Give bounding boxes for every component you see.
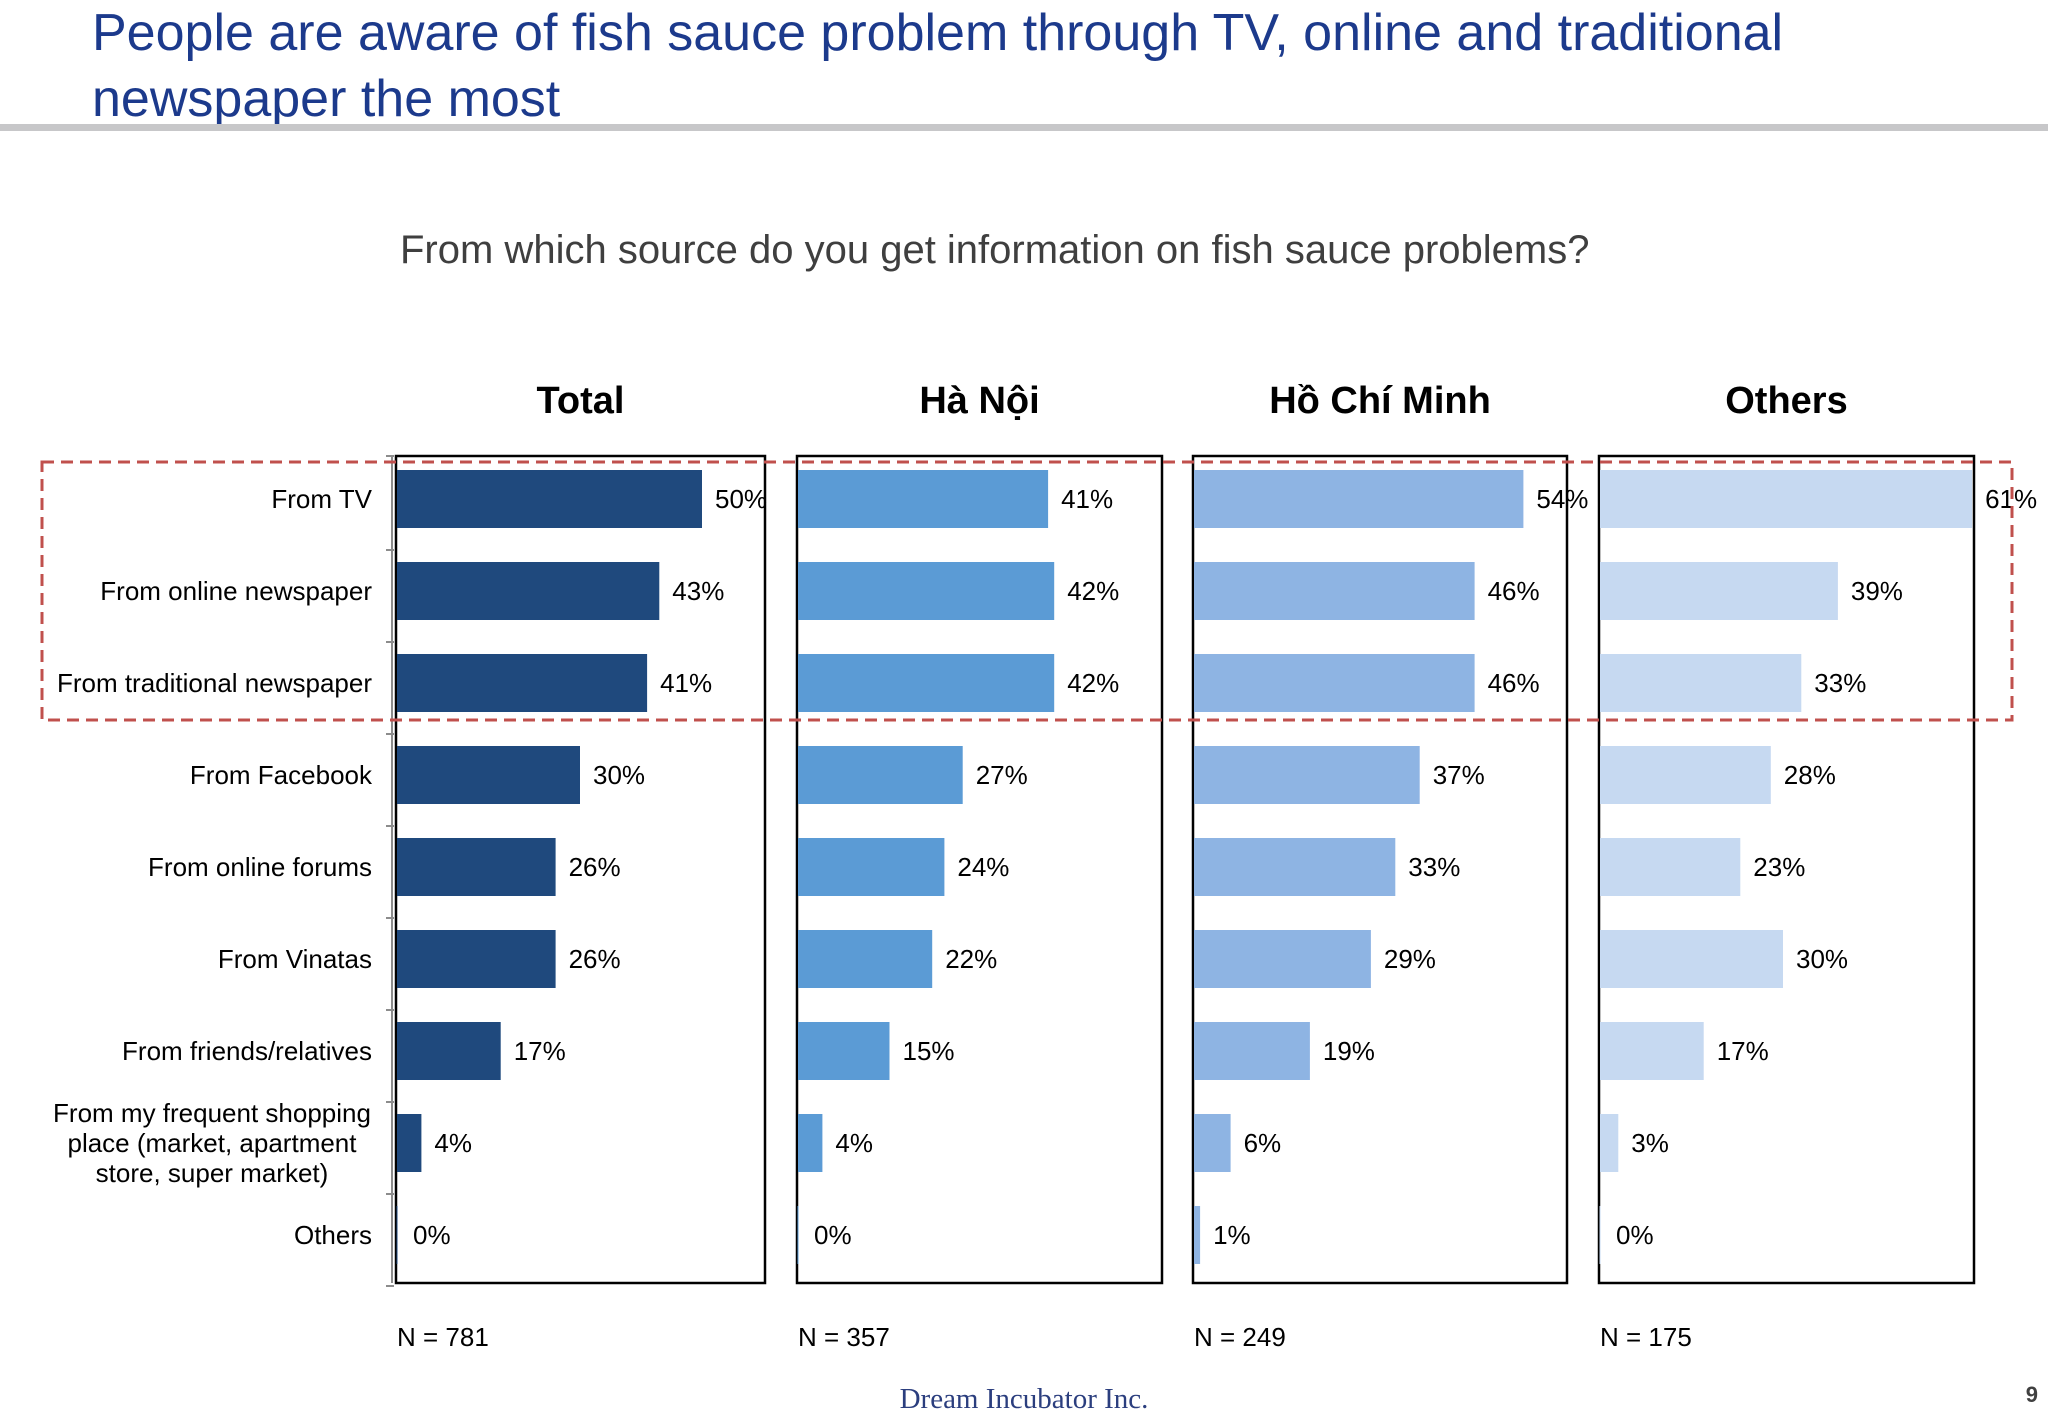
bar (1194, 1206, 1201, 1264)
bar (798, 562, 1055, 620)
value-label: 26% (569, 852, 621, 882)
value-label: 42% (1067, 576, 1119, 606)
panel-frame (795, 454, 1164, 1285)
value-label: 43% (672, 576, 724, 606)
value-label: 4% (835, 1128, 873, 1158)
bar (1600, 838, 1741, 896)
value-label: 46% (1488, 668, 1540, 698)
panel-title: Hà Nội (919, 380, 1039, 422)
value-label: 28% (1784, 760, 1836, 790)
value-label: 30% (593, 760, 645, 790)
panel-title: Others (1725, 380, 1847, 422)
value-label: 54% (1536, 484, 1588, 514)
value-label: 46% (1488, 576, 1540, 606)
value-label: 39% (1851, 576, 1903, 606)
sample-size-label: N = 357 (798, 1322, 890, 1352)
value-label: 24% (957, 852, 1009, 882)
panel-frame (1191, 454, 1569, 1285)
bar (798, 1114, 823, 1172)
value-label: 23% (1753, 852, 1805, 882)
value-label: 17% (1717, 1036, 1769, 1066)
bar (798, 746, 963, 804)
category-label: From Vinatas (218, 944, 372, 974)
value-label: 0% (413, 1220, 451, 1250)
bar (1600, 562, 1838, 620)
page-number: 9 (2025, 1382, 2038, 1407)
bar (1600, 470, 1973, 528)
bar (798, 838, 945, 896)
highlight-box (40, 460, 2014, 722)
bar (1600, 1022, 1704, 1080)
category-label: From friends/relatives (122, 1036, 372, 1066)
value-label: 37% (1433, 760, 1485, 790)
footer-brand: Dream Incubator Inc. (899, 1383, 1149, 1415)
bar (1600, 1114, 1619, 1172)
value-label: 0% (1616, 1220, 1654, 1250)
bar (1194, 470, 1524, 528)
panel-frame (394, 454, 767, 1285)
bar (798, 654, 1055, 712)
bar (397, 562, 660, 620)
bar (1194, 562, 1475, 620)
bar (1194, 654, 1475, 712)
value-label: 0% (814, 1220, 852, 1250)
bar (1600, 930, 1783, 988)
bar (397, 1022, 501, 1080)
value-label: 42% (1067, 668, 1119, 698)
bar (397, 654, 648, 712)
bar (397, 746, 580, 804)
bar (1194, 1114, 1231, 1172)
category-label: From traditional newspaper (57, 668, 372, 698)
title-divider (0, 124, 2048, 131)
category-label: Others (294, 1220, 372, 1250)
value-label: 33% (1814, 668, 1866, 698)
bar (1600, 746, 1771, 804)
value-label: 17% (514, 1036, 566, 1066)
value-label: 15% (903, 1036, 955, 1066)
value-label: 3% (1631, 1128, 1669, 1158)
category-label: From online newspaper (100, 576, 372, 606)
bar (1194, 838, 1396, 896)
value-label: 41% (1061, 484, 1113, 514)
value-label: 41% (660, 668, 712, 698)
bar (1194, 930, 1371, 988)
value-label: 27% (976, 760, 1028, 790)
value-label: 22% (945, 944, 997, 974)
bar (798, 930, 933, 988)
value-label: 19% (1323, 1036, 1375, 1066)
value-label: 33% (1408, 852, 1460, 882)
value-label: 50% (715, 484, 767, 514)
category-label: From my frequent shopping place (market, … (53, 1098, 371, 1188)
value-label: 30% (1796, 944, 1848, 974)
value-label: 1% (1213, 1220, 1251, 1250)
bar (397, 930, 556, 988)
category-label: From online forums (148, 852, 372, 882)
sample-size-label: N = 175 (1600, 1322, 1692, 1352)
category-label: From Facebook (190, 760, 373, 790)
panel-title: Total (537, 380, 625, 422)
bar (1600, 654, 1802, 712)
bar (397, 838, 556, 896)
sample-size-label: N = 781 (397, 1322, 489, 1352)
bar (397, 1114, 422, 1172)
sample-size-label: N = 249 (1194, 1322, 1286, 1352)
value-label: 26% (569, 944, 621, 974)
value-label: 6% (1244, 1128, 1282, 1158)
bar (1194, 1022, 1310, 1080)
bar (397, 470, 702, 528)
survey-question: From which source do you get information… (400, 228, 1590, 272)
panel-title: Hồ Chí Minh (1269, 380, 1491, 422)
bar (798, 1022, 890, 1080)
panel-frame (1597, 454, 1976, 1285)
category-label: From TV (271, 484, 372, 514)
bar (1194, 746, 1420, 804)
value-label: 4% (434, 1128, 472, 1158)
value-label: 29% (1384, 944, 1436, 974)
bar (798, 470, 1049, 528)
slide-title: People are aware of fish sauce problem t… (92, 4, 1784, 128)
